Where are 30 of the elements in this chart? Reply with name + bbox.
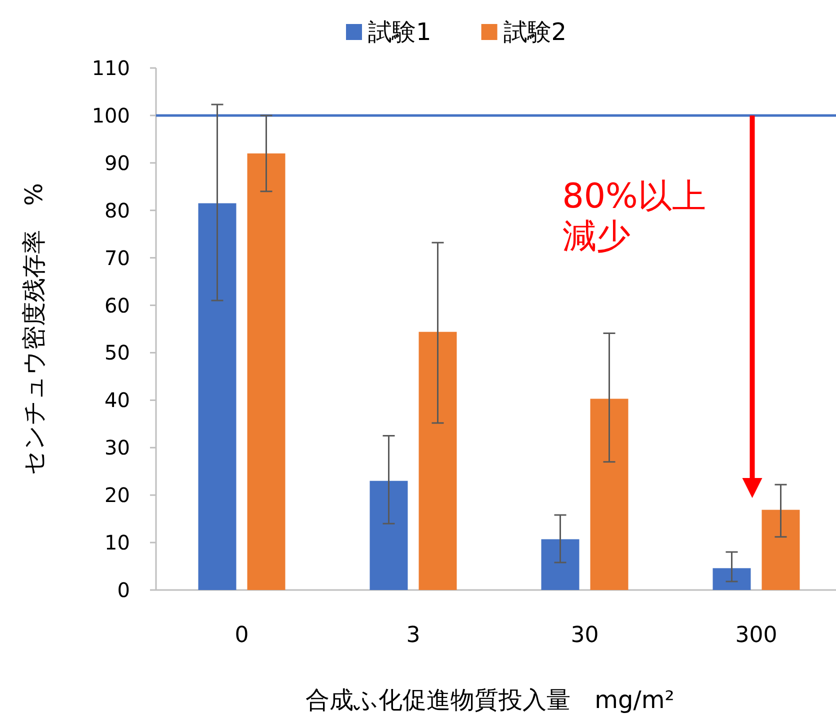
bar: [541, 539, 580, 590]
bar: [590, 398, 628, 590]
bar: [418, 332, 457, 590]
x-tick-label: 30: [570, 623, 599, 648]
y-tick-label: 0: [117, 578, 130, 602]
bar: [762, 510, 800, 590]
y-tick-label: 100: [92, 103, 130, 128]
legend-label: 試験1: [368, 18, 432, 46]
x-tick-label: 0: [234, 623, 249, 648]
y-tick-label: 40: [104, 388, 130, 412]
y-tick-label: 60: [104, 293, 130, 318]
y-tick-label: 50: [104, 340, 130, 365]
bar: [247, 153, 286, 590]
y-tick-label: 110: [92, 56, 130, 80]
annotation: 減少: [562, 216, 630, 256]
x-tick-label: 3: [406, 623, 420, 648]
y-tick-label: 20: [104, 483, 130, 508]
bar: [370, 480, 408, 590]
y-tick-label: 70: [104, 246, 130, 270]
y-axis-title: センチュウ密度残存率 %: [20, 183, 48, 475]
y-tick-label: 10: [104, 530, 130, 555]
bar: [198, 203, 236, 590]
bar: [712, 568, 751, 590]
annotation: 80%以上: [562, 176, 706, 216]
legend-label: 試験2: [503, 18, 567, 46]
x-tick-label: 300: [735, 623, 778, 648]
y-tick-label: 90: [104, 150, 130, 175]
y-tick-label: 80: [104, 198, 130, 222]
y-tick-label: 30: [104, 436, 130, 460]
x-axis-title: 合成ふ化促進物質投入量 mg/m²: [306, 686, 674, 714]
